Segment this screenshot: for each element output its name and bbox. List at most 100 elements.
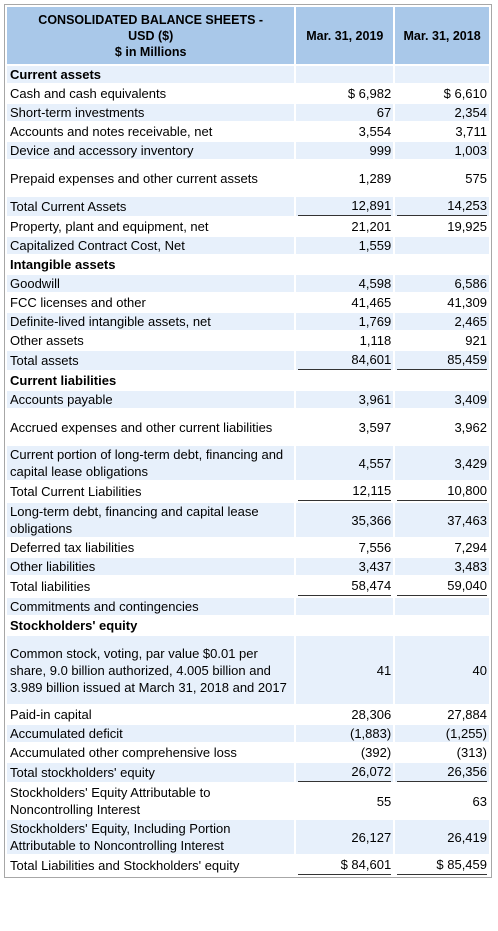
row-label: Stockholders' Equity, Including Portion … xyxy=(7,820,295,854)
row-label: Total liabilities xyxy=(7,577,295,596)
table-row: Total stockholders' equity 26,072 26,356 xyxy=(7,763,489,782)
table-row: Accumulated other comprehensive loss (392… xyxy=(7,744,489,761)
value-2018-cell: 40 xyxy=(395,636,489,704)
value-2018: $ 6,610 xyxy=(443,86,487,101)
value-2018-cell: $ 85,459 xyxy=(395,856,489,875)
value-2019-cell: 3,437 xyxy=(296,558,394,575)
value-2019: 1,118 xyxy=(359,333,392,348)
table-row: Deferred tax liabilities 7,556 7,294 xyxy=(7,539,489,556)
value-2019: 67 xyxy=(376,105,392,120)
value-2019-cell: 1,289 xyxy=(296,161,394,195)
value-2018-cell: 6,586 xyxy=(395,275,489,292)
row-label: Accumulated deficit xyxy=(7,725,295,742)
value-2018-cell xyxy=(395,372,489,389)
section-header-row: Intangible assets xyxy=(7,256,489,273)
table-row: Total Current Assets 12,891 14,253 xyxy=(7,197,489,216)
value-2018: 63 xyxy=(472,793,487,809)
table-row: Total Liabilities and Stockholders' equi… xyxy=(7,856,489,875)
value-2018-cell: 575 xyxy=(395,161,489,195)
value-2018: 2,354 xyxy=(454,105,487,120)
value-2019-cell: 58,474 xyxy=(296,577,394,596)
value-2018: 40 xyxy=(472,662,487,678)
value-2019-cell: 35,366 xyxy=(296,503,394,537)
table-row: Device and accessory inventory 999 1,003 xyxy=(7,142,489,159)
value-2018: 85,459 xyxy=(397,351,487,370)
value-2018-cell: 7,294 xyxy=(395,539,489,556)
row-label: Total assets xyxy=(7,351,295,370)
table-row: Accounts payable 3,961 3,409 xyxy=(7,391,489,408)
table-row: Total liabilities 58,474 59,040 xyxy=(7,577,489,596)
row-label: Goodwill xyxy=(7,275,295,292)
value-2019: 35,366 xyxy=(351,512,392,528)
value-2019: 28,306 xyxy=(351,707,392,722)
column-header-2019: Mar. 31, 2019 xyxy=(296,7,394,64)
row-label: Prepaid expenses and other current asset… xyxy=(7,161,295,195)
row-label: Other liabilities xyxy=(7,558,295,575)
row-label: Short-term investments xyxy=(7,104,295,121)
value-2018-cell: 37,463 xyxy=(395,503,489,537)
value-2019-cell: 1,769 xyxy=(296,313,394,330)
table-row: Long-term debt, financing and capital le… xyxy=(7,503,489,537)
value-2019-cell: 3,597 xyxy=(296,410,394,444)
value-2019: 84,601 xyxy=(298,351,392,370)
table-row: Accrued expenses and other current liabi… xyxy=(7,410,489,444)
value-2018: (313) xyxy=(456,745,487,760)
value-2019: 12,891 xyxy=(298,197,392,216)
value-2018: 6,586 xyxy=(454,276,487,291)
value-2018: 3,962 xyxy=(454,419,487,435)
value-2019: 26,072 xyxy=(298,763,392,782)
table-row: Capitalized Contract Cost, Net 1,559 xyxy=(7,237,489,254)
value-2019: (392) xyxy=(360,745,392,760)
row-label: Definite-lived intangible assets, net xyxy=(7,313,295,330)
value-2019-cell: 21,201 xyxy=(296,218,394,235)
table-row: Other liabilities 3,437 3,483 xyxy=(7,558,489,575)
table-row: Accounts and notes receivable, net 3,554 3… xyxy=(7,123,489,140)
value-2019: 4,557 xyxy=(358,455,392,471)
value-2018: 3,409 xyxy=(454,392,487,407)
value-2018-cell: 1,003 xyxy=(395,142,489,159)
value-2018-cell: 3,711 xyxy=(395,123,489,140)
row-label: Commitments and contingencies xyxy=(7,598,295,615)
table-row: Prepaid expenses and other current asset… xyxy=(7,161,489,195)
value-2019-cell xyxy=(296,598,394,615)
value-2019: 41 xyxy=(376,662,392,678)
row-label: Paid-in capital xyxy=(7,706,295,723)
value-2018-cell: 10,800 xyxy=(395,482,489,501)
value-2019: 41,465 xyxy=(351,295,392,310)
value-2018: 3,483 xyxy=(454,559,487,574)
value-2018: 575 xyxy=(465,170,487,186)
section-label: Stockholders' equity xyxy=(7,617,295,634)
value-2019-cell: (1,883) xyxy=(296,725,394,742)
row-label: Accrued expenses and other current liabi… xyxy=(7,410,295,444)
value-2019-cell: 12,891 xyxy=(296,197,394,216)
value-2018: 27,884 xyxy=(447,707,487,722)
table-title: CONSOLIDATED BALANCE SHEETS - USD ($) $ … xyxy=(7,7,295,64)
row-label: Capitalized Contract Cost, Net xyxy=(7,237,295,254)
value-2018: $ 85,459 xyxy=(397,856,487,875)
value-2019: 3,597 xyxy=(358,419,392,435)
value-2018-cell: 19,925 xyxy=(395,218,489,235)
value-2018-cell: (1,255) xyxy=(395,725,489,742)
row-label: Deferred tax liabilities xyxy=(7,539,295,556)
value-2018: 26,356 xyxy=(397,763,487,782)
balance-sheet-container: CONSOLIDATED BALANCE SHEETS - USD ($) $ … xyxy=(4,4,492,878)
value-2019-cell: 3,554 xyxy=(296,123,394,140)
value-2018-cell xyxy=(395,237,489,254)
balance-sheet-table: CONSOLIDATED BALANCE SHEETS - USD ($) $ … xyxy=(5,5,491,877)
table-row: Accumulated deficit (1,883) (1,255) xyxy=(7,725,489,742)
value-2019: 1,769 xyxy=(358,314,392,329)
section-header-row: Current liabilities xyxy=(7,372,489,389)
value-2019-cell: 12,115 xyxy=(296,482,394,501)
title-line-2: USD ($) xyxy=(128,28,174,43)
value-2018: 2,465 xyxy=(454,314,487,329)
value-2018-cell: 3,962 xyxy=(395,410,489,444)
table-row: Total assets 84,601 85,459 xyxy=(7,351,489,370)
value-2018: 3,429 xyxy=(454,455,487,471)
value-2019: 3,437 xyxy=(358,559,392,574)
value-2018: 59,040 xyxy=(397,577,487,596)
value-2019: 58,474 xyxy=(298,577,392,596)
value-2018: 37,463 xyxy=(447,512,487,528)
value-2019-cell: 26,127 xyxy=(296,820,394,854)
value-2019-cell xyxy=(296,617,394,634)
value-2019-cell: 1,118 xyxy=(296,332,394,349)
